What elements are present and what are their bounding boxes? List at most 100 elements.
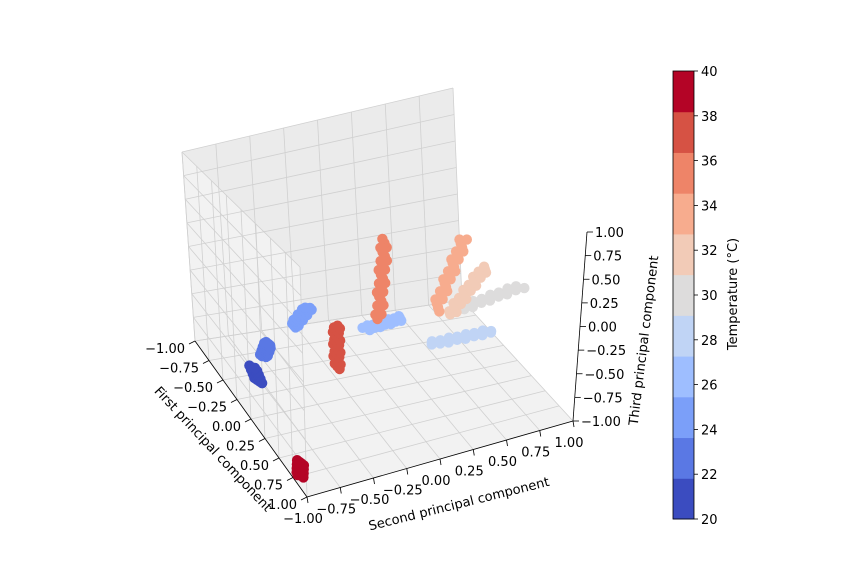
grid-line bbox=[452, 87, 463, 301]
z-tick-label: −0.25 bbox=[586, 344, 626, 359]
data-point-28c bbox=[443, 332, 455, 343]
colorbar-bin bbox=[673, 315, 694, 357]
colorbar-tick-label: 40 bbox=[701, 65, 718, 80]
grid-line bbox=[236, 344, 504, 400]
colorbar-bin bbox=[673, 111, 694, 153]
data-point-30c bbox=[502, 283, 513, 294]
x-tick bbox=[272, 457, 280, 462]
grid-line bbox=[184, 198, 303, 325]
x-tick-label: 0.25 bbox=[226, 440, 255, 455]
colorbar-tick-label: 24 bbox=[701, 423, 718, 438]
x-tick bbox=[258, 438, 266, 442]
grid-line bbox=[328, 320, 441, 460]
grid-line bbox=[188, 246, 304, 383]
z-tick-label: 1.00 bbox=[595, 226, 624, 241]
colorbar-tick-label: 22 bbox=[701, 468, 718, 483]
colorbar-bin bbox=[673, 274, 694, 316]
y-tick bbox=[339, 487, 342, 494]
colorbar-bin bbox=[673, 396, 694, 439]
colorbar-bin bbox=[673, 71, 694, 113]
x-tick-label: −0.50 bbox=[173, 381, 213, 396]
data-point-30c bbox=[493, 287, 504, 298]
y-tick bbox=[539, 430, 542, 437]
y-tick-label: 0.25 bbox=[455, 465, 484, 480]
grid-line bbox=[181, 151, 196, 342]
data-point-24c bbox=[304, 302, 316, 314]
z-tick-label: 0.00 bbox=[588, 321, 617, 336]
y-tick bbox=[439, 458, 442, 466]
data-point-22c bbox=[260, 336, 272, 348]
y-tick bbox=[406, 468, 409, 475]
data-point-20c bbox=[249, 362, 261, 374]
z-tick-label: 0.25 bbox=[590, 297, 619, 312]
x-tick bbox=[230, 399, 238, 403]
colorbar-tick-label: 28 bbox=[701, 334, 718, 349]
data-point-40c bbox=[291, 455, 303, 466]
z-tick-label: −1.00 bbox=[581, 415, 621, 430]
data-point-34c bbox=[454, 234, 465, 245]
x-tick-label: 0.50 bbox=[240, 459, 269, 474]
y-tick bbox=[472, 449, 475, 456]
data-point-30c bbox=[485, 289, 496, 300]
data-point-28c bbox=[469, 327, 480, 339]
y-tick-label: −0.25 bbox=[383, 484, 423, 499]
x-tick-label: −0.75 bbox=[159, 362, 199, 377]
axis-ticks: 1.00−1.00−1.000.75−0.75−0.750.50−0.50−0.… bbox=[145, 226, 626, 527]
y-tick-label: 0.50 bbox=[488, 455, 517, 470]
data-point-36c bbox=[377, 233, 388, 245]
grid-line bbox=[428, 304, 541, 431]
grid-line bbox=[185, 140, 456, 200]
x-tick-label: −1.00 bbox=[145, 342, 185, 357]
y-tick bbox=[373, 477, 375, 485]
data-point-28c bbox=[435, 335, 446, 346]
grid-line bbox=[211, 180, 224, 381]
data-point-28c bbox=[477, 325, 488, 336]
data-point-26c bbox=[393, 311, 404, 322]
colorbar-tick-label: 34 bbox=[701, 199, 718, 214]
x-tick bbox=[300, 496, 308, 501]
y-tick-label: −0.50 bbox=[350, 493, 390, 508]
x-tick bbox=[216, 379, 224, 384]
grid-line bbox=[394, 309, 507, 441]
y-tick-label: 0.00 bbox=[422, 474, 451, 489]
data-point-28c bbox=[452, 331, 463, 342]
data-points bbox=[244, 233, 530, 483]
data-point-28c bbox=[460, 329, 472, 340]
colorbar-tick-label: 20 bbox=[701, 513, 718, 528]
data-point-30c bbox=[476, 293, 487, 305]
z-tick-label: −0.50 bbox=[585, 368, 625, 383]
x-tick-label: −0.25 bbox=[187, 401, 227, 416]
y-tick-label: 0.75 bbox=[521, 446, 550, 461]
colorbar-label: Temperature (°C) bbox=[726, 238, 741, 351]
grid-line bbox=[196, 166, 210, 361]
y-tick-label: −0.75 bbox=[316, 503, 356, 518]
grid-line bbox=[225, 195, 238, 400]
data-point-28c bbox=[485, 325, 497, 337]
grid-line bbox=[188, 193, 458, 247]
grid-line bbox=[384, 103, 396, 311]
y-tick-label: −1.00 bbox=[283, 512, 323, 527]
colorbar-bin bbox=[673, 193, 694, 235]
colorbar-tick-label: 32 bbox=[701, 244, 718, 259]
grid-line bbox=[350, 111, 363, 316]
y-tick bbox=[572, 420, 575, 428]
colorbar-bin bbox=[673, 152, 694, 194]
colorbar-tick-label: 38 bbox=[701, 110, 718, 125]
data-point-32c bbox=[478, 261, 490, 272]
x-tick bbox=[188, 340, 196, 345]
grid-line bbox=[181, 87, 454, 153]
z-tick-label: −0.75 bbox=[583, 391, 623, 406]
grid-line bbox=[183, 114, 455, 177]
x-tick-label: 0.00 bbox=[212, 420, 241, 435]
z-tick-label: 0.50 bbox=[592, 273, 621, 288]
x-tick bbox=[286, 477, 294, 481]
data-point-34c bbox=[461, 234, 472, 245]
colorbar-bin bbox=[673, 437, 694, 479]
data-point-28c bbox=[426, 336, 438, 347]
y-tick bbox=[306, 496, 309, 504]
colorbar-tick-label: 26 bbox=[701, 379, 718, 394]
data-point-30c bbox=[519, 282, 530, 294]
grid-line bbox=[194, 299, 463, 342]
x-tick-label: 1.00 bbox=[268, 498, 297, 513]
